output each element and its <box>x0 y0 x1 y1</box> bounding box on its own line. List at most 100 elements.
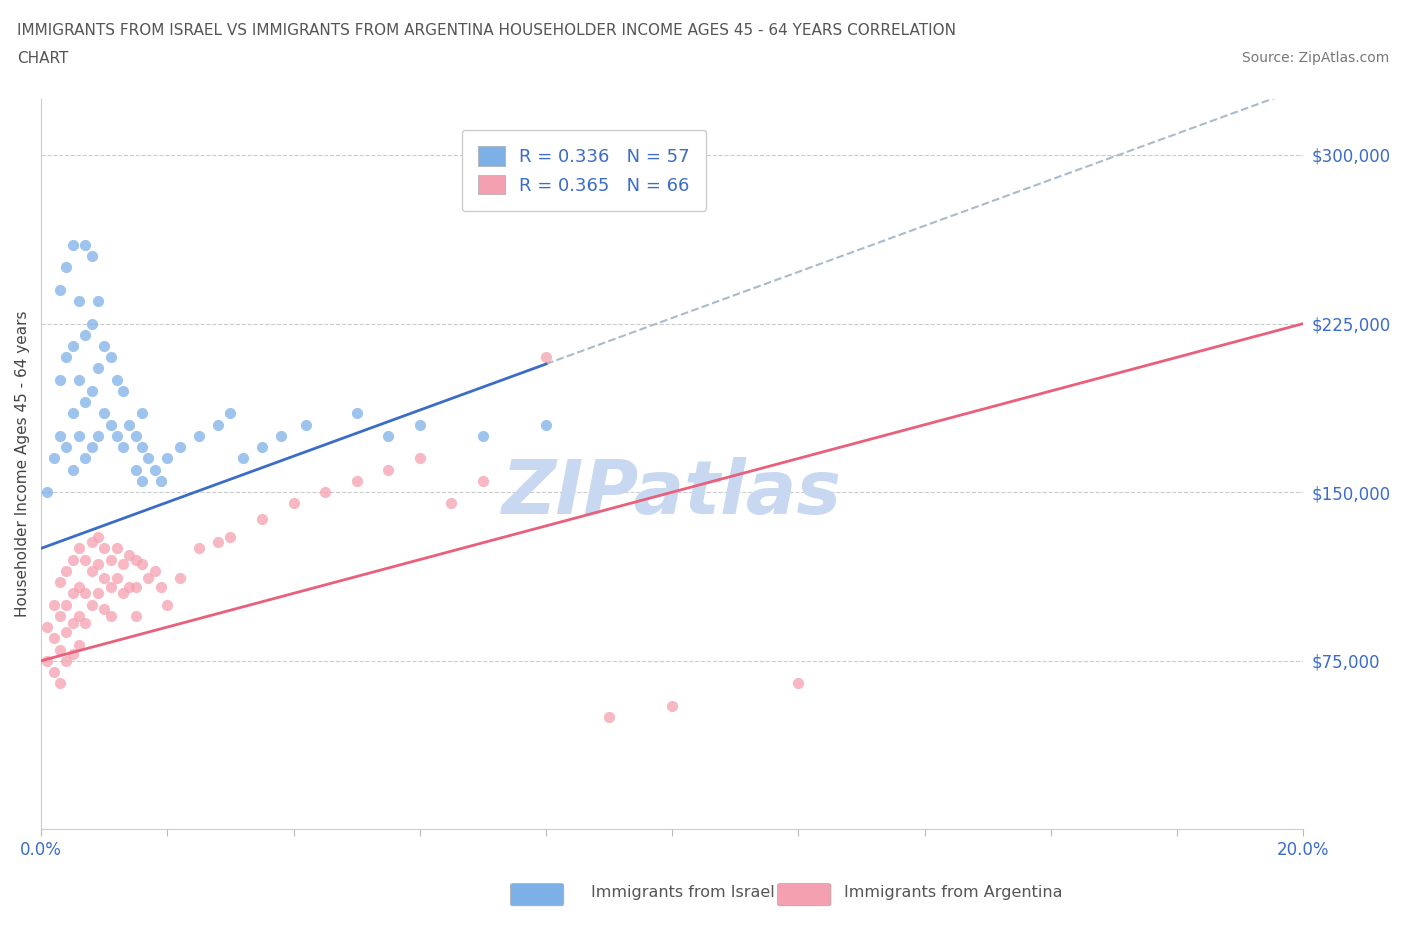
Point <box>80 383 103 398</box>
Point <box>100 552 122 567</box>
Point <box>314 485 336 499</box>
Point <box>661 698 683 713</box>
Point <box>93 570 115 585</box>
Point <box>169 440 191 455</box>
Point <box>787 676 810 691</box>
Point <box>219 530 242 545</box>
Point <box>125 552 148 567</box>
Text: Immigrants from Argentina: Immigrants from Argentina <box>844 885 1062 900</box>
Point <box>49 575 72 590</box>
Point <box>187 541 209 556</box>
Text: CHART: CHART <box>17 51 69 66</box>
Point <box>93 602 115 617</box>
Point <box>346 473 368 488</box>
Point <box>156 597 179 612</box>
Point <box>169 570 191 585</box>
Point <box>49 429 72 444</box>
Point <box>87 530 110 545</box>
Point <box>87 429 110 444</box>
Point <box>55 564 77 578</box>
Point <box>67 638 90 653</box>
Point <box>67 294 90 309</box>
Point <box>534 350 557 365</box>
Point <box>49 283 72 298</box>
Point <box>75 327 97 342</box>
Point <box>131 473 153 488</box>
Point <box>62 462 84 477</box>
Point <box>87 361 110 376</box>
Point <box>150 473 173 488</box>
Point <box>270 429 292 444</box>
Point <box>42 631 65 645</box>
Point <box>125 462 148 477</box>
Point <box>105 541 128 556</box>
Point <box>105 372 128 387</box>
Point <box>118 548 141 563</box>
Point <box>75 451 97 466</box>
Point <box>80 597 103 612</box>
Point <box>75 552 97 567</box>
Y-axis label: Householder Income Ages 45 - 64 years: Householder Income Ages 45 - 64 years <box>15 311 30 618</box>
Point <box>471 473 494 488</box>
Point <box>125 429 148 444</box>
Point <box>534 418 557 432</box>
Point <box>49 676 72 691</box>
Text: Immigrants from Israel: Immigrants from Israel <box>591 885 775 900</box>
Point <box>100 579 122 594</box>
Point <box>118 579 141 594</box>
Point <box>67 541 90 556</box>
Point <box>87 557 110 572</box>
Point <box>138 451 160 466</box>
Point <box>75 394 97 409</box>
Point <box>37 619 59 634</box>
Point <box>295 418 318 432</box>
Point <box>49 642 72 657</box>
Point <box>219 406 242 421</box>
Point <box>87 294 110 309</box>
Point <box>55 654 77 669</box>
Point <box>131 406 153 421</box>
Point <box>80 248 103 263</box>
Point <box>112 440 135 455</box>
Point <box>138 570 160 585</box>
Text: Source: ZipAtlas.com: Source: ZipAtlas.com <box>1241 51 1389 65</box>
Point <box>80 534 103 549</box>
Point <box>75 237 97 252</box>
Point <box>377 429 399 444</box>
Point <box>62 552 84 567</box>
Point <box>67 579 90 594</box>
Text: IMMIGRANTS FROM ISRAEL VS IMMIGRANTS FROM ARGENTINA HOUSEHOLDER INCOME AGES 45 -: IMMIGRANTS FROM ISRAEL VS IMMIGRANTS FRO… <box>17 23 956 38</box>
Point <box>112 586 135 601</box>
Point <box>250 440 273 455</box>
Point <box>232 451 254 466</box>
Point <box>250 512 273 526</box>
Point <box>67 608 90 623</box>
Point <box>55 259 77 274</box>
Point <box>112 383 135 398</box>
Point <box>187 429 209 444</box>
Point <box>93 541 115 556</box>
Point <box>440 496 463 511</box>
Point <box>87 586 110 601</box>
Point <box>150 579 173 594</box>
Point <box>100 608 122 623</box>
Text: ZIPatlas: ZIPatlas <box>502 457 842 530</box>
Point <box>409 418 432 432</box>
Point <box>156 451 179 466</box>
Point <box>49 608 72 623</box>
Point <box>207 418 229 432</box>
Point <box>75 586 97 601</box>
Point <box>105 429 128 444</box>
Point <box>80 564 103 578</box>
Point <box>62 586 84 601</box>
Point <box>62 237 84 252</box>
Point <box>67 429 90 444</box>
Point <box>93 339 115 353</box>
Point <box>377 462 399 477</box>
Point <box>598 710 620 724</box>
Point <box>93 406 115 421</box>
Point <box>62 615 84 630</box>
Point <box>42 597 65 612</box>
Point <box>100 418 122 432</box>
Point <box>125 608 148 623</box>
